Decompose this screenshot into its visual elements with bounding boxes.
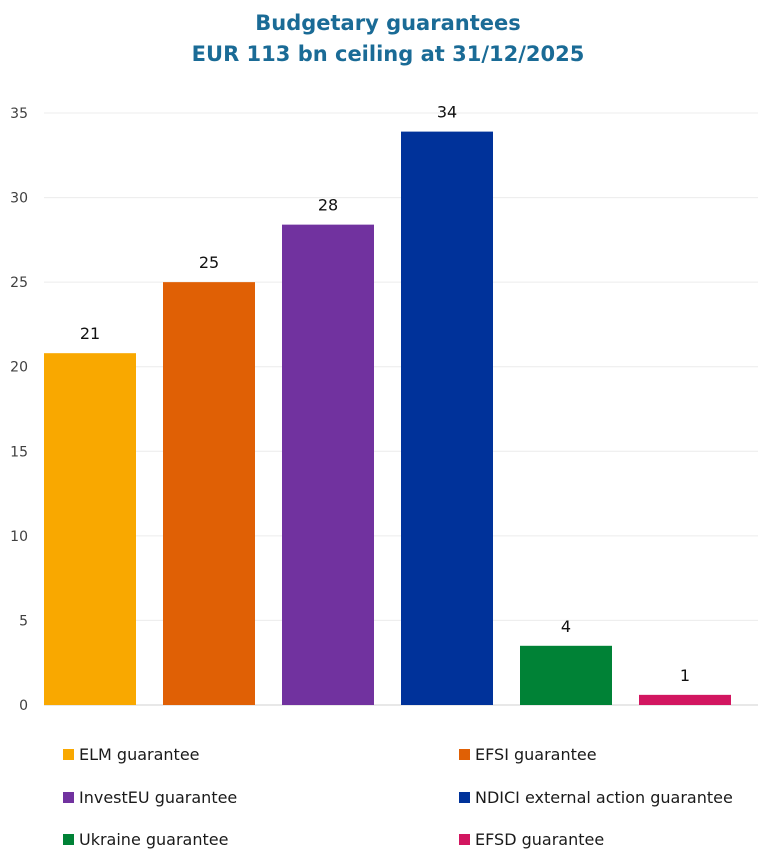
y-tick-label: 15	[10, 444, 28, 460]
y-tick-label: 25	[10, 275, 28, 291]
bar	[282, 224, 374, 706]
data-label: 1	[680, 666, 690, 685]
data-label: 4	[561, 617, 571, 636]
data-label: 21	[80, 324, 100, 343]
data-label: 34	[437, 103, 457, 122]
data-label: 25	[199, 253, 219, 272]
y-tick-label: 5	[19, 613, 28, 629]
y-tick-label: 0	[19, 698, 28, 714]
bar	[401, 131, 493, 705]
data-label: 28	[318, 196, 338, 215]
y-tick-label: 35	[10, 106, 28, 122]
bar	[163, 282, 255, 705]
bar	[520, 645, 612, 705]
y-tick-label: 10	[10, 529, 28, 545]
chart-title-line2: EUR 113 bn ceiling at 31/12/2025	[191, 42, 585, 66]
y-tick-label: 20	[10, 360, 28, 376]
y-tick-label: 30	[10, 191, 28, 207]
chart-title-line1: Budgetary guarantees	[255, 11, 521, 35]
chart-title: Budgetary guarantees EUR 113 bn ceiling …	[0, 8, 758, 70]
bar	[639, 694, 731, 705]
bar	[44, 353, 136, 705]
